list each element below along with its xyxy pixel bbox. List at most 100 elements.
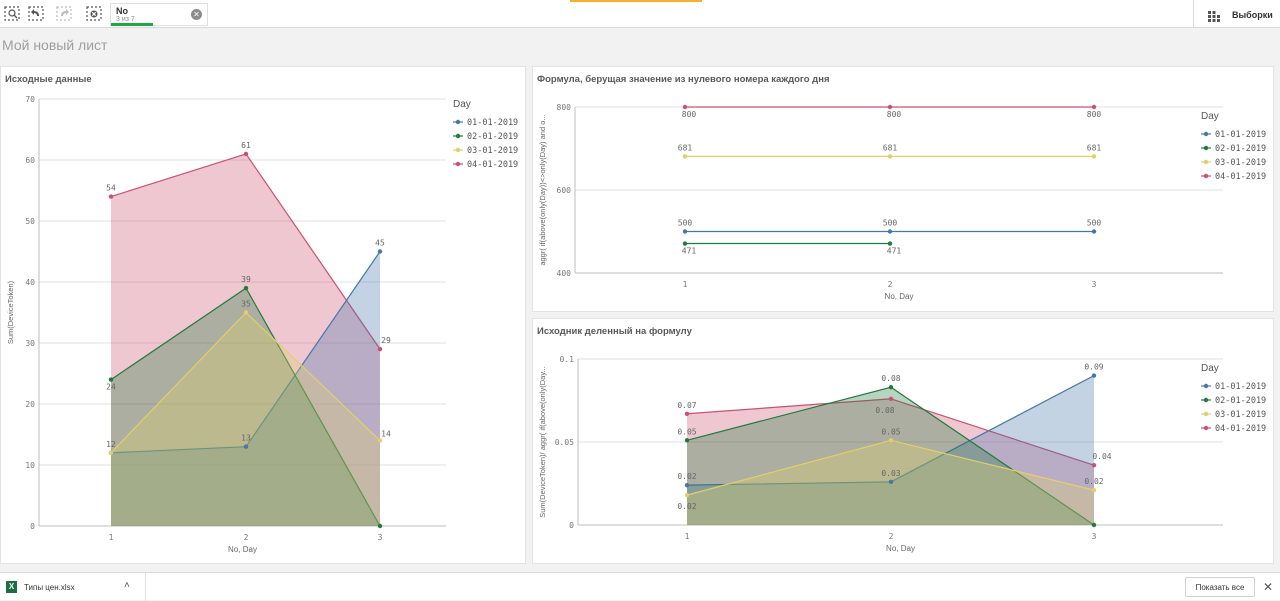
- x-axis-label: No, Day: [228, 545, 257, 554]
- y-tick-label: 400: [557, 269, 572, 278]
- data-label: 0.02: [1084, 477, 1103, 486]
- data-label: 681: [1087, 143, 1102, 152]
- legend-marker: [455, 161, 461, 167]
- data-label: 471: [682, 247, 697, 256]
- data-label: 471: [887, 247, 902, 256]
- chart-panel-formula[interactable]: 400 600 800 1 2 3 No, Day aggr( if(above(only(D…: [532, 66, 1274, 312]
- data-point: [682, 104, 688, 110]
- top-toolbar: No 3 из 7 ✕ Выборки: [0, 0, 1280, 28]
- data-label: 0.08: [881, 374, 900, 383]
- y-tick-label: 20: [25, 400, 35, 409]
- clear-selections-icon[interactable]: [86, 6, 104, 22]
- series-area: [687, 398, 1094, 525]
- y-tick-label: 50: [25, 217, 35, 226]
- legend-item: 03-01-2019: [1215, 410, 1266, 420]
- data-point: [888, 438, 894, 443]
- chart-title: Формула, берущая значение из нулевого но…: [537, 74, 830, 85]
- data-label: 0.07: [677, 401, 696, 410]
- close-icon[interactable]: ✕: [1263, 580, 1274, 594]
- legend-marker: [1203, 173, 1209, 179]
- data-point: [377, 249, 383, 254]
- data-label: 500: [883, 219, 898, 228]
- selection-chip[interactable]: No 3 из 7 ✕: [110, 3, 208, 26]
- y-tick-label: 30: [25, 339, 35, 348]
- x-axis-label: No, Day: [885, 292, 914, 301]
- smart-search-icon[interactable]: [4, 6, 22, 22]
- data-point: [1091, 373, 1097, 378]
- legend-title: Day: [453, 99, 471, 110]
- legend-marker: [1203, 159, 1209, 165]
- chart-panel-ratio[interactable]: 0 0.05 0.1 1 2 3 No, Day Sum(DeviceToken)/ aggr…: [532, 318, 1274, 564]
- data-label: 800: [682, 110, 697, 119]
- legend-marker: [1203, 411, 1209, 417]
- legend-marker: [455, 147, 461, 153]
- chevron-up-icon[interactable]: ˄: [124, 580, 130, 591]
- y-axis-label: Sum(DeviceToken)/ aggr( if(above(only(Da…: [538, 366, 547, 518]
- y-tick-label: 600: [557, 186, 572, 195]
- show-all-button[interactable]: Показать все: [1185, 577, 1255, 597]
- selections-button[interactable]: Выборки: [1193, 0, 1280, 28]
- data-point: [1091, 487, 1097, 493]
- data-point: [1091, 154, 1097, 159]
- legend-marker: [1203, 397, 1209, 403]
- data-label: 800: [887, 110, 902, 119]
- data-point: [377, 523, 383, 529]
- data-label: 0.05: [881, 427, 900, 436]
- data-label: 29: [381, 336, 391, 345]
- x-tick-label: 2: [888, 280, 893, 289]
- data-label: 12: [106, 440, 116, 449]
- legend-item: 02-01-2019: [1215, 144, 1266, 154]
- selection-count: 3 из 7: [116, 16, 135, 23]
- legend-marker: [1203, 383, 1209, 389]
- step-back-icon[interactable]: [28, 6, 46, 22]
- legend-marker: [1203, 145, 1209, 151]
- data-label: 500: [678, 219, 693, 228]
- clear-selection-icon[interactable]: ✕: [191, 9, 202, 20]
- chart-title: Исходник деленный на формулу: [537, 326, 692, 337]
- x-tick-label: 1: [109, 533, 114, 542]
- y-tick-label: 70: [25, 95, 35, 104]
- legend-item: 04-01-2019: [1215, 172, 1266, 182]
- x-tick-label: 3: [1092, 532, 1097, 541]
- selection-progress-bar: [111, 23, 153, 26]
- line-chart-formula[interactable]: 400 600 800 1 2 3 No, Day aggr( if(above(only(D…: [533, 67, 1275, 313]
- data-label: 54: [106, 184, 116, 193]
- data-point: [682, 229, 688, 234]
- data-point: [887, 241, 893, 246]
- data-point: [243, 285, 249, 291]
- download-item[interactable]: X Типы цен.xlsx ˄: [0, 573, 146, 601]
- selections-label: Выборки: [1232, 10, 1273, 20]
- series-area: [111, 153, 380, 526]
- data-point: [377, 438, 383, 443]
- data-label: 24: [106, 383, 116, 392]
- download-bar: X Типы цен.xlsx ˄ Показать все ✕: [0, 572, 1280, 601]
- legend-marker: [455, 119, 461, 125]
- data-label: 45: [375, 239, 385, 248]
- data-point: [682, 154, 688, 159]
- series-area: [111, 288, 380, 526]
- x-tick-label: 1: [685, 532, 690, 541]
- sheet-title: Мой новый лист: [2, 37, 108, 53]
- legend-item: 01-01-2019: [467, 118, 518, 128]
- series-area: [687, 375, 1094, 525]
- legend-item: 01-01-2019: [1215, 382, 1266, 392]
- data-point: [684, 492, 690, 498]
- x-axis-label: No, Day: [886, 544, 915, 553]
- area-chart-ratio[interactable]: 0 0.05 0.1 1 2 3 No, Day Sum(DeviceToken)/ aggr…: [533, 319, 1275, 565]
- x-tick-label: 3: [378, 533, 383, 542]
- data-point: [1091, 463, 1097, 468]
- series-area: [111, 251, 380, 526]
- y-tick-label: 0.05: [555, 438, 574, 447]
- data-label: 0.09: [1084, 363, 1103, 372]
- x-tick-label: 3: [1092, 280, 1097, 289]
- data-point: [108, 194, 114, 199]
- data-label: 0.08: [875, 406, 894, 415]
- legend-item: 02-01-2019: [467, 132, 518, 142]
- step-forward-icon[interactable]: [56, 6, 74, 22]
- legend-marker: [1203, 131, 1209, 137]
- data-label: 0.02: [677, 472, 696, 481]
- data-point: [684, 411, 690, 416]
- chart-panel-source-data[interactable]: 0 10 20 30 40 50 60 70 1 2 3 No, Day Sum(DeviceToken…: [0, 66, 526, 564]
- legend-title: Day: [1201, 111, 1219, 122]
